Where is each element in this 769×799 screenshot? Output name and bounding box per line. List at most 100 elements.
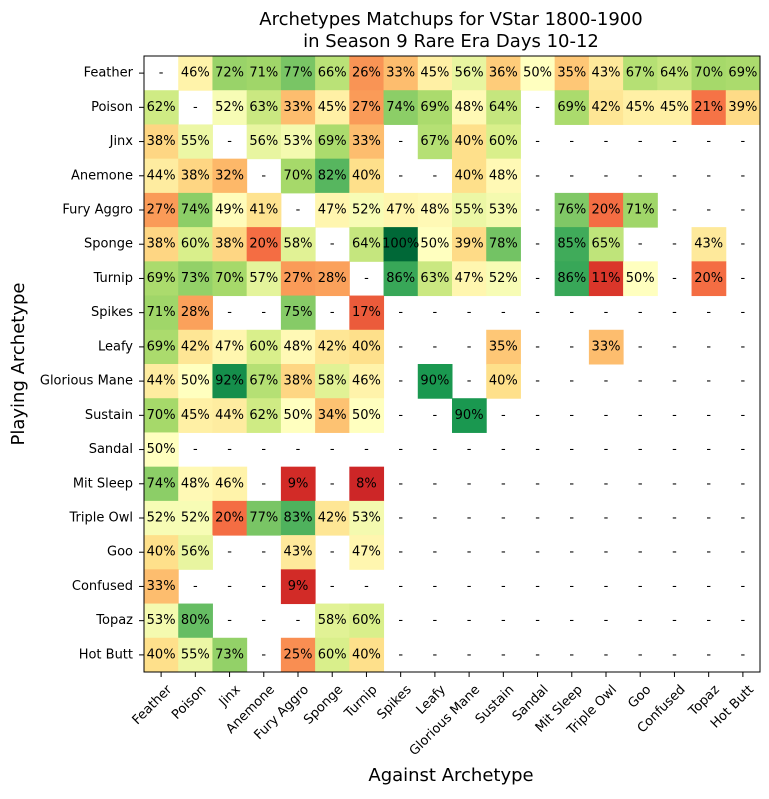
heatmap-cell <box>554 192 590 228</box>
heatmap-cell <box>212 466 248 502</box>
heatmap-cell-label: - <box>672 511 677 526</box>
heatmap-cell-label: 8% <box>356 476 377 491</box>
heatmap-cell-label: - <box>569 168 574 183</box>
heatmap-cell-label: 60% <box>318 647 347 662</box>
heatmap-cell <box>144 603 179 639</box>
heatmap-cell <box>486 227 521 262</box>
heatmap-cell-label: 67% <box>249 374 278 389</box>
heatmap-cell-label: 44% <box>147 168 176 183</box>
heatmap-cell-label: - <box>330 545 335 560</box>
heatmap-cell-label: - <box>501 647 506 662</box>
heatmap-cell-label: 83% <box>284 511 313 526</box>
heatmap-cell-label: - <box>672 203 677 218</box>
heatmap-cell-label: - <box>398 168 403 183</box>
heatmap-cell <box>452 261 487 297</box>
heatmap-cell <box>623 192 658 228</box>
heatmap-cell-label: - <box>330 579 335 594</box>
heatmap-cell-label: - <box>330 237 335 252</box>
heatmap-cell <box>691 56 727 91</box>
heatmap-cell-label: - <box>296 203 301 218</box>
heatmap-cell-label: - <box>467 339 472 354</box>
heatmap-cell-label: 33% <box>386 66 415 81</box>
heatmap-cell-label: - <box>569 511 574 526</box>
heatmap-cell <box>178 261 213 297</box>
heatmap-cell <box>246 329 282 365</box>
heatmap-cell-label: - <box>706 613 711 628</box>
heatmap-cell-label: 39% <box>728 100 757 115</box>
heatmap-cell <box>315 90 350 125</box>
heatmap-cell-label: 70% <box>284 168 313 183</box>
heatmap-cell-label: 73% <box>181 271 210 286</box>
heatmap-cell-label: - <box>261 168 266 183</box>
heatmap-cell <box>657 56 693 91</box>
heatmap-cell <box>520 56 556 91</box>
heatmap-cell-label: - <box>569 545 574 560</box>
heatmap-cell-label: - <box>227 134 232 149</box>
heatmap-cell-label: 9% <box>288 579 309 594</box>
heatmap-cell <box>280 569 316 605</box>
heatmap-cell-label: - <box>741 511 746 526</box>
heatmap-cell-label: 38% <box>147 134 176 149</box>
heatmap-cell-label: 85% <box>557 237 586 252</box>
heatmap-cell-label: - <box>604 647 609 662</box>
heatmap-cell <box>691 90 727 125</box>
heatmap-cell-label: - <box>604 374 609 389</box>
heatmap-cell-label: - <box>638 476 643 491</box>
heatmap-cell-label: 9% <box>288 476 309 491</box>
heatmap-cell-label: - <box>638 374 643 389</box>
heatmap-cell <box>452 56 487 91</box>
heatmap-cell-label: - <box>672 339 677 354</box>
heatmap-cell-label: - <box>672 168 677 183</box>
heatmap-cell-label: 52% <box>181 511 210 526</box>
heatmap-cell <box>280 398 316 433</box>
heatmap-cell-label: - <box>569 305 574 320</box>
heatmap-cell <box>417 124 453 160</box>
heatmap-cell <box>280 329 316 365</box>
heatmap-cell-label: - <box>159 66 164 81</box>
heatmap-cell-label: - <box>672 271 677 286</box>
heatmap-cell-label: - <box>638 545 643 560</box>
heatmap-cell <box>280 466 316 502</box>
heatmap-cell-label: - <box>535 511 540 526</box>
heatmap-cell-label: - <box>467 374 472 389</box>
heatmap-cell <box>144 500 179 536</box>
heatmap-cell-label: - <box>467 476 472 491</box>
heatmap-cell-label: - <box>330 476 335 491</box>
heatmap-cell-label: - <box>638 237 643 252</box>
heatmap-cell-label: 47% <box>215 339 244 354</box>
heatmap-cell <box>452 227 487 262</box>
heatmap-cell-label: - <box>569 647 574 662</box>
y-tick-label: Sponge <box>84 237 133 252</box>
heatmap-cell-label: 55% <box>181 134 210 149</box>
heatmap-cell-label: - <box>706 647 711 662</box>
heatmap-cell-label: 66% <box>318 66 347 81</box>
heatmap-cell-label: - <box>433 442 438 457</box>
heatmap-cell <box>417 261 453 297</box>
heatmap-cell <box>315 261 350 297</box>
heatmap-cell <box>452 124 487 160</box>
heatmap-cell-label: - <box>569 476 574 491</box>
heatmap-cell-label: 56% <box>249 134 278 149</box>
heatmap-cell-label: 70% <box>215 271 244 286</box>
y-tick-label: Hot Butt <box>79 647 133 662</box>
heatmap-cell <box>417 90 453 125</box>
heatmap-cell <box>178 56 213 91</box>
heatmap-cell <box>178 227 213 262</box>
heatmap-cell <box>246 500 282 536</box>
heatmap-cell-label: 45% <box>420 66 449 81</box>
heatmap-cell-label: - <box>706 168 711 183</box>
heatmap-cell-label: 77% <box>284 66 313 81</box>
heatmap-cell-label: 27% <box>284 271 313 286</box>
heatmap-cell-label: 45% <box>181 408 210 423</box>
heatmap-cell <box>246 227 282 262</box>
heatmap-cell <box>178 398 213 433</box>
heatmap-cell-label: - <box>261 442 266 457</box>
heatmap-cell-label: - <box>433 613 438 628</box>
heatmap-cell <box>417 56 453 91</box>
heatmap-cell-label: - <box>638 511 643 526</box>
heatmap-cell <box>417 192 453 228</box>
x-axis-label: Against Archetype <box>368 765 533 786</box>
heatmap-cell-label: - <box>706 408 711 423</box>
heatmap-cell-label: 27% <box>352 100 381 115</box>
heatmap-cell-label: - <box>741 545 746 560</box>
